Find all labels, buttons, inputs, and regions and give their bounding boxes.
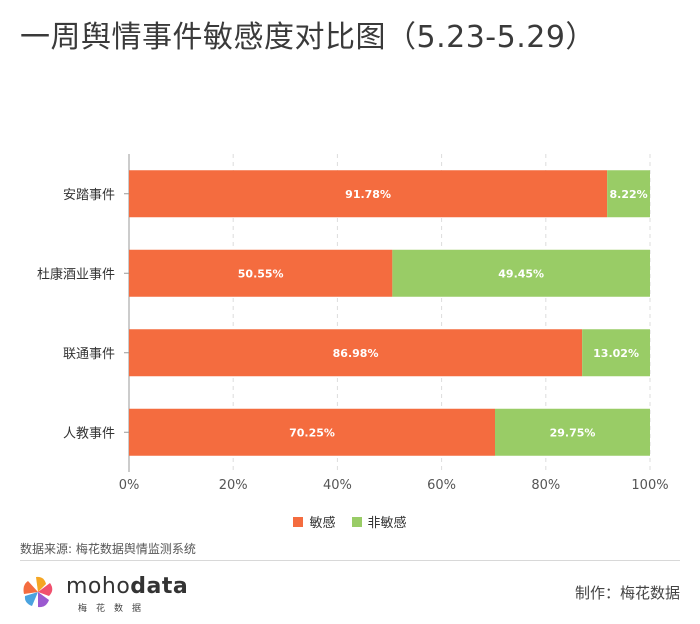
legend-label: 非敏感 [367, 516, 407, 531]
bar-segment [607, 170, 650, 218]
data-source-note: 数据来源: 梅花数据舆情监测系统 [20, 542, 196, 556]
divider [20, 560, 680, 561]
bar-segment [129, 329, 583, 377]
legend-swatch [351, 516, 362, 527]
x-tick-label: 40% [323, 478, 352, 493]
legend-swatch [293, 516, 304, 527]
legend-item: 非敏感 [351, 512, 407, 531]
data-label: 70.25% [289, 426, 335, 439]
bar-segment [129, 408, 496, 456]
logo-subtitle: 梅花数据 [78, 604, 151, 614]
x-tick-label: 20% [219, 478, 248, 493]
legend-item: 敏感 [293, 512, 336, 531]
bar-segment [495, 408, 650, 456]
data-label: 13.02% [593, 347, 639, 360]
logo-wordmark: mohodata [66, 574, 189, 599]
data-label: 91.78% [345, 188, 391, 201]
chart-legend: 敏感 非敏感 [0, 512, 700, 531]
category-label: 杜康酒业事件 [37, 266, 115, 282]
x-tick-label: 60% [427, 478, 456, 493]
data-label: 49.45% [498, 267, 544, 280]
bar-segment [392, 249, 650, 297]
data-label: 29.75% [550, 426, 596, 439]
pinwheel-logo-icon [23, 576, 53, 608]
x-tick-label: 80% [531, 478, 560, 493]
category-label: 联通事件 [63, 347, 115, 362]
x-tick-label: 100% [631, 478, 668, 493]
page-title: 一周舆情事件敏感度对比图（5.23-5.29） [20, 20, 596, 55]
data-label: 86.98% [333, 347, 379, 360]
credit-text: 制作：梅花数据 [574, 584, 680, 602]
bar-segment [129, 170, 608, 218]
category-label: 安踏事件 [63, 188, 115, 203]
data-label: 8.22% [610, 188, 648, 201]
legend-label: 敏感 [309, 516, 336, 531]
bar-segment [129, 249, 393, 297]
data-label: 50.55% [238, 267, 284, 280]
mohodata-logo: mohodata 梅花数据 [20, 572, 188, 616]
x-tick-label: 0% [119, 478, 140, 493]
bar-chart: 0% 20% 40% 60% 80% 100% 安踏事件 91.78% 8.22% 杜康酒业事件 5… [37, 154, 669, 493]
category-label: 人教事件 [63, 425, 115, 441]
bar-segment [582, 329, 650, 377]
